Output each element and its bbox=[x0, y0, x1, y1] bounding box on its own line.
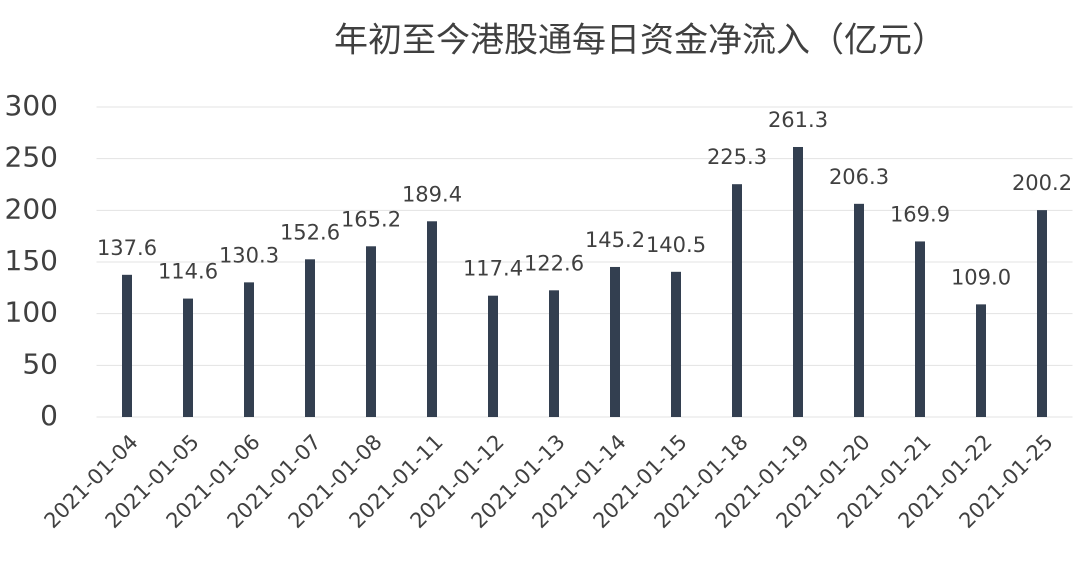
bar bbox=[427, 221, 437, 417]
bar bbox=[671, 271, 681, 417]
bar bbox=[122, 274, 132, 417]
data-label: 145.2 bbox=[585, 228, 645, 252]
y-tick-label: 250 bbox=[5, 141, 58, 174]
y-tick-label: 200 bbox=[5, 192, 58, 225]
y-tick-label: 50 bbox=[22, 347, 58, 380]
data-label: 261.3 bbox=[768, 108, 828, 132]
y-tick-label: 150 bbox=[5, 244, 58, 277]
bar bbox=[183, 298, 193, 417]
data-label: 189.4 bbox=[402, 182, 462, 206]
bar bbox=[366, 246, 376, 417]
y-tick-label: 100 bbox=[5, 296, 58, 329]
bar bbox=[244, 282, 254, 417]
bar bbox=[915, 241, 925, 417]
y-tick-label: 300 bbox=[5, 89, 58, 122]
data-label: 137.6 bbox=[97, 236, 157, 260]
bar bbox=[732, 184, 742, 417]
bar bbox=[305, 259, 315, 417]
data-label: 225.3 bbox=[707, 145, 767, 169]
data-label: 109.0 bbox=[951, 265, 1011, 289]
data-label: 206.3 bbox=[829, 165, 889, 189]
data-label: 114.6 bbox=[158, 260, 218, 284]
bar bbox=[610, 266, 620, 417]
data-label: 122.6 bbox=[524, 251, 584, 275]
data-label: 200.2 bbox=[1012, 171, 1072, 195]
bar bbox=[854, 203, 864, 417]
data-label: 169.9 bbox=[890, 202, 950, 226]
chart-title: 年初至今港股通每日资金净流入（亿元） bbox=[334, 21, 946, 61]
y-tick-label: 0 bbox=[40, 399, 58, 432]
bar bbox=[976, 304, 986, 417]
data-label: 117.4 bbox=[463, 257, 523, 281]
data-label: 152.6 bbox=[280, 220, 340, 244]
bar bbox=[549, 290, 559, 417]
bar bbox=[1037, 210, 1047, 417]
data-label: 140.5 bbox=[646, 233, 706, 257]
bar bbox=[793, 146, 803, 418]
data-label: 165.2 bbox=[341, 207, 401, 231]
data-label: 130.3 bbox=[219, 243, 279, 267]
bar bbox=[488, 295, 498, 417]
